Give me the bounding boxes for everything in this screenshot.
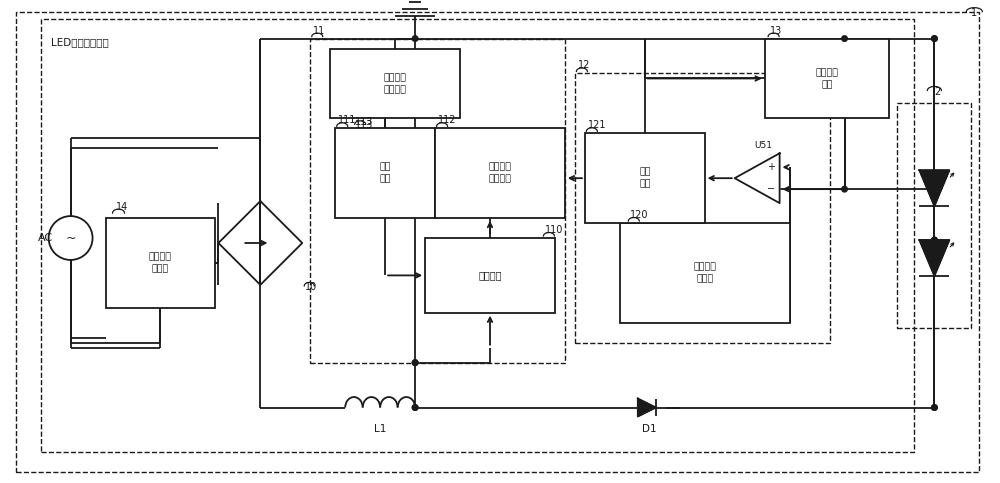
Text: D1: D1 [642, 425, 657, 434]
Circle shape [842, 36, 847, 42]
Circle shape [412, 360, 418, 366]
Text: 稳压
单元: 稳压 单元 [639, 168, 651, 188]
Circle shape [412, 36, 418, 42]
Text: 恒流驱动
模块: 恒流驱动 模块 [816, 68, 839, 89]
Text: 12: 12 [578, 60, 590, 71]
Text: 可控硅控
制开关: 可控硅控 制开关 [149, 253, 172, 273]
Circle shape [932, 405, 937, 411]
Circle shape [932, 36, 937, 42]
Text: 120: 120 [630, 210, 648, 220]
Bar [435, 128, 565, 218]
Text: LED恒流驱动电路: LED恒流驱动电路 [51, 38, 108, 47]
Bar [310, 39, 565, 363]
Text: 关断信号
产生单元: 关断信号 产生单元 [488, 163, 512, 184]
Text: 14: 14 [116, 202, 128, 212]
Text: 导通信号
产生单元: 导通信号 产生单元 [384, 73, 407, 94]
Circle shape [932, 237, 937, 243]
Polygon shape [218, 201, 302, 285]
Text: 第一基准
电压源: 第一基准 电压源 [693, 262, 716, 284]
Text: 112: 112 [438, 115, 457, 126]
Text: 113: 113 [355, 117, 374, 128]
Text: 10: 10 [305, 282, 318, 292]
Text: 2: 2 [934, 87, 941, 98]
Bar [897, 103, 971, 328]
Text: 11: 11 [313, 26, 326, 36]
Bar [41, 19, 914, 453]
Circle shape [932, 237, 937, 243]
Circle shape [49, 216, 93, 260]
Bar [106, 218, 215, 308]
Circle shape [932, 405, 937, 411]
Text: L1: L1 [374, 425, 386, 434]
Circle shape [932, 186, 937, 192]
Bar [575, 73, 830, 343]
Bar [585, 133, 705, 223]
Circle shape [412, 360, 418, 366]
Polygon shape [919, 170, 949, 206]
Text: 开关单元: 开关单元 [478, 270, 502, 281]
Text: 111: 111 [338, 115, 357, 126]
Text: 1: 1 [971, 8, 977, 18]
Polygon shape [919, 240, 949, 276]
Text: ~: ~ [65, 231, 76, 244]
Circle shape [412, 405, 418, 411]
Bar [330, 49, 460, 118]
Polygon shape [735, 153, 780, 203]
Text: 13: 13 [770, 26, 782, 36]
Bar [765, 39, 889, 118]
Text: U51: U51 [755, 141, 773, 150]
Bar [425, 238, 555, 313]
Circle shape [842, 186, 847, 192]
Circle shape [412, 405, 418, 411]
Text: AC: AC [38, 233, 53, 243]
Text: 113: 113 [355, 120, 374, 130]
Text: 控制
单元: 控制 单元 [379, 163, 391, 184]
Text: −: − [767, 184, 775, 194]
Text: 110: 110 [545, 225, 563, 235]
Circle shape [932, 36, 937, 42]
Bar [620, 223, 790, 323]
Bar [335, 128, 435, 218]
Text: +: + [767, 162, 775, 172]
Polygon shape [638, 398, 656, 416]
Text: 121: 121 [588, 120, 606, 130]
